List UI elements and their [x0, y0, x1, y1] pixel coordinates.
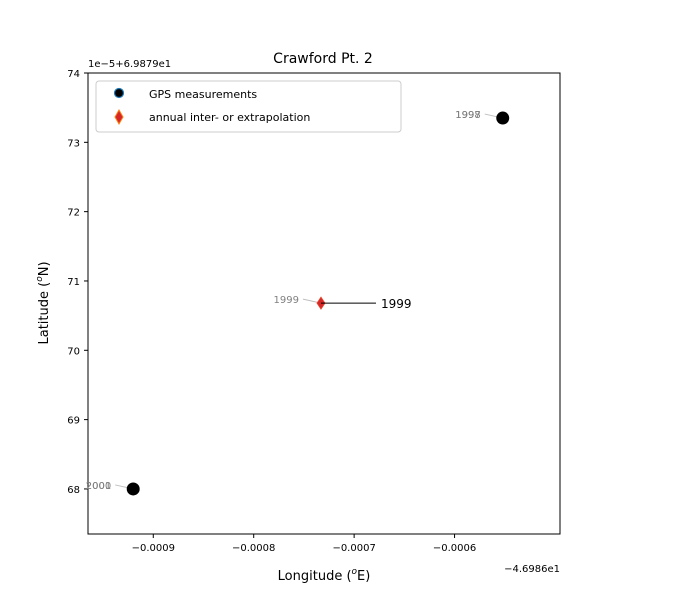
x-ticks: −0.0009 −0.0008 −0.0007 −0.0006: [132, 534, 476, 554]
legend-label-gps: GPS measurements: [149, 88, 257, 101]
chart-title: Crawford Pt. 2: [273, 51, 373, 67]
y-offset-label: 1e−5+6.9879e1: [88, 59, 171, 70]
y-tick-label: 71: [67, 277, 80, 288]
gps-measurement-point: [496, 111, 510, 125]
x-axis-title: Longitude (oE): [278, 567, 371, 584]
y-axis-title-tail: N): [37, 261, 52, 276]
gps-measurement-point: [126, 482, 140, 496]
y-tick-label: 69: [67, 416, 80, 427]
x-axis-title-main: Longitude (: [278, 569, 352, 584]
y-tick-label: 73: [67, 138, 80, 149]
x-tick-label: −0.0009: [132, 543, 175, 554]
point-year-label: 1997: [455, 110, 480, 121]
point-year-label: 1999: [274, 295, 299, 306]
annotation-label: 1999: [381, 297, 412, 311]
legend: GPS measurements annual inter- or extrap…: [95, 80, 402, 133]
y-axis-title-main: Latitude (: [37, 282, 52, 345]
point-year-label: 2001: [86, 481, 111, 492]
y-tick-label: 68: [67, 485, 80, 496]
y-tick-label: 72: [67, 208, 80, 219]
x-tick-label: −0.0007: [332, 543, 375, 554]
y-axis-title-sup: o: [35, 276, 45, 282]
legend-marker-gps: [113, 87, 125, 99]
y-axis-title: Latitude (oN): [35, 261, 52, 344]
annotation: 1999: [320, 297, 412, 311]
point-year-label: 2000: [86, 481, 111, 492]
interpolation-point: [316, 296, 326, 310]
x-offset-label: −4.6986e1: [504, 564, 560, 575]
x-axis-title-tail: E): [357, 569, 370, 584]
legend-label-interp: annual inter- or extrapolation: [149, 111, 310, 124]
y-tick-label: 74: [67, 69, 80, 80]
x-axis-title-sup: o: [352, 567, 358, 577]
y-tick-label: 70: [67, 346, 80, 357]
point-year-label: 1998: [455, 110, 480, 121]
legend-marker-interp: [114, 108, 124, 126]
y-ticks: 68 69 70 71 72 73 74: [67, 69, 88, 496]
data-marks: [126, 111, 510, 496]
x-tick-label: −0.0006: [433, 543, 476, 554]
legend-box: [95, 80, 402, 133]
x-tick-label: −0.0008: [232, 543, 275, 554]
